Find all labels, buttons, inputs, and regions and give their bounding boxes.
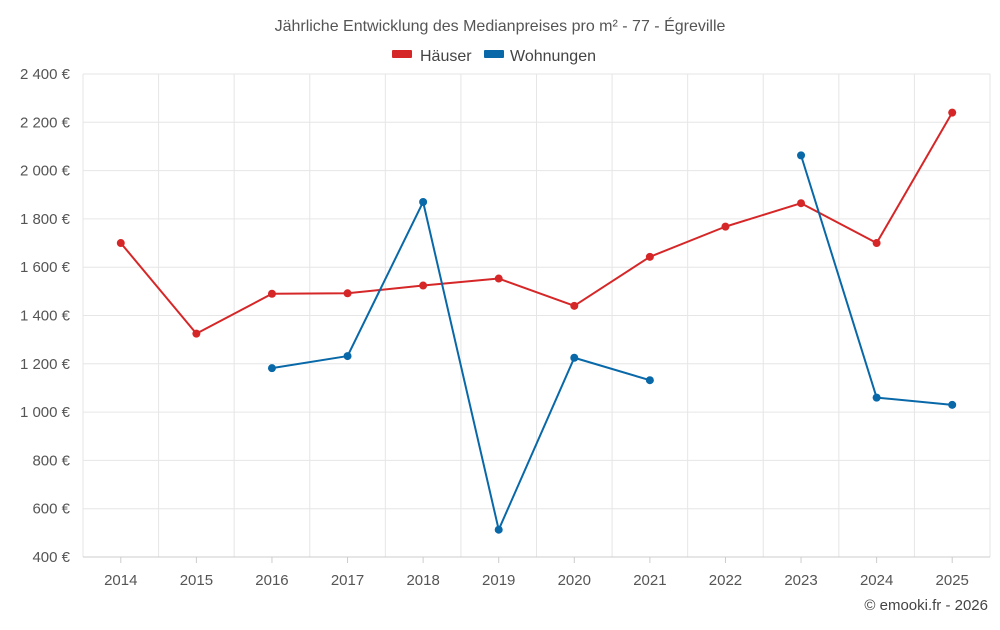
y-tick-label: 1 800 € xyxy=(20,211,71,228)
legend-label-wohnungen[interactable]: Wohnungen xyxy=(510,48,596,65)
legend-swatch-hauser[interactable] xyxy=(392,50,412,58)
data-point-hauser[interactable] xyxy=(570,301,579,310)
x-tick-label: 2016 xyxy=(255,572,288,589)
data-point-hauser[interactable] xyxy=(267,289,276,298)
series-hauser xyxy=(116,108,957,338)
y-tick-label: 1 400 € xyxy=(20,308,71,325)
data-point-hauser[interactable] xyxy=(116,239,125,248)
x-tick-label: 2014 xyxy=(104,572,137,589)
x-tick-label: 2024 xyxy=(860,572,893,589)
x-tick-label: 2022 xyxy=(709,572,742,589)
x-tick-label: 2023 xyxy=(784,572,817,589)
series xyxy=(116,108,957,534)
data-point-wohnungen[interactable] xyxy=(645,376,654,385)
y-tick-label: 2 200 € xyxy=(20,114,71,131)
data-point-wohnungen[interactable] xyxy=(419,197,428,206)
data-point-hauser[interactable] xyxy=(343,289,352,298)
grid xyxy=(82,73,991,557)
series-line-wohnungen xyxy=(270,200,651,531)
data-point-hauser[interactable] xyxy=(192,329,201,338)
y-axis-ticks: 400 € 600 € 800 € 1 000 € 1 200 € 1 400 € 1 60… xyxy=(20,66,71,566)
data-point-hauser[interactable] xyxy=(948,108,957,117)
y-tick-label: 600 € xyxy=(32,501,70,518)
x-tick-label: 2017 xyxy=(331,572,364,589)
chart-title: Jährliche Entwicklung des Medianpreises … xyxy=(275,16,726,35)
y-tick-label: 1 200 € xyxy=(20,356,71,373)
data-point-wohnungen[interactable] xyxy=(494,525,503,534)
x-tick-label: 2015 xyxy=(180,572,213,589)
x-tick-label: 2019 xyxy=(482,572,515,589)
y-tick-label: 1 600 € xyxy=(20,259,71,276)
x-tick-label: 2020 xyxy=(558,572,591,589)
y-tick-label: 1 000 € xyxy=(20,404,71,421)
x-tick-label: 2025 xyxy=(936,572,969,589)
x-axis-ticks: 2014 2015 2016 2017 2018 2019 2020 2021 2022 2023… xyxy=(104,557,969,589)
series-line-hauser xyxy=(119,111,954,335)
data-point-hauser[interactable] xyxy=(494,274,503,283)
credit-text: © emooki.fr - 2026 xyxy=(864,597,988,614)
series-wohnungen xyxy=(267,151,957,534)
data-point-hauser[interactable] xyxy=(721,222,730,231)
data-point-hauser[interactable] xyxy=(645,252,654,261)
data-point-wohnungen[interactable] xyxy=(570,353,579,362)
y-tick-label: 2 000 € xyxy=(20,163,71,180)
data-point-hauser[interactable] xyxy=(872,239,881,248)
y-tick-label: 400 € xyxy=(32,549,70,566)
y-tick-label: 2 400 € xyxy=(20,66,71,83)
data-point-hauser[interactable] xyxy=(419,281,428,290)
series-line-wohnungen xyxy=(800,154,954,406)
legend: Häuser Wohnungen xyxy=(392,48,596,65)
legend-swatch-wohnungen[interactable] xyxy=(484,50,504,58)
x-tick-label: 2021 xyxy=(633,572,666,589)
data-point-wohnungen[interactable] xyxy=(948,400,957,409)
legend-label-hauser[interactable]: Häuser xyxy=(420,48,472,65)
data-point-wohnungen[interactable] xyxy=(267,364,276,373)
data-point-hauser[interactable] xyxy=(797,199,806,208)
data-point-wohnungen[interactable] xyxy=(797,151,806,160)
x-tick-label: 2018 xyxy=(406,572,439,589)
y-tick-label: 800 € xyxy=(32,452,70,469)
data-point-wohnungen[interactable] xyxy=(872,393,881,402)
data-point-wohnungen[interactable] xyxy=(343,352,352,361)
